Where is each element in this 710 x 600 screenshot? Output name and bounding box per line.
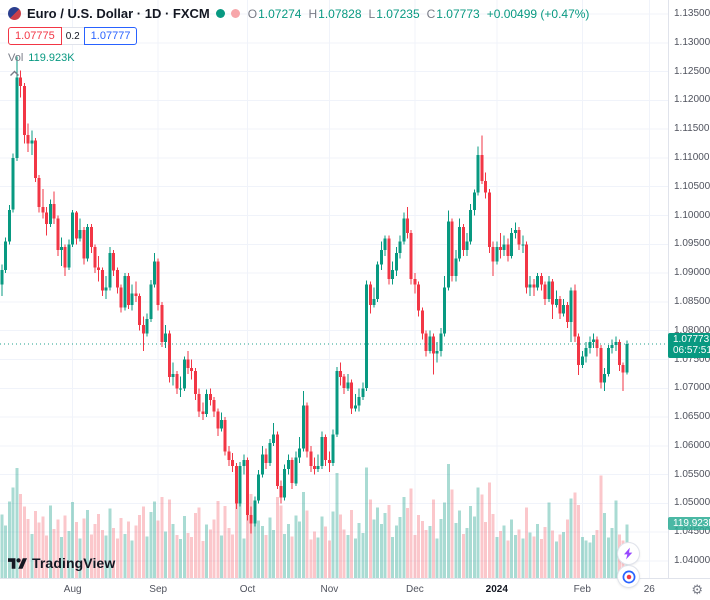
price-tick-label: 1.07000 <box>674 382 710 394</box>
minds-icon <box>622 570 635 583</box>
low-value: 1.07235 <box>376 6 420 21</box>
ohlc-values: O 1.07274 H 1.07828 L 1.07235 C 1.07773 +0.0… <box>248 7 590 21</box>
price-tick-label: 1.09500 <box>674 238 710 250</box>
price-tick-label: 1.11000 <box>674 151 710 163</box>
volume-badge: 119.923K <box>668 516 710 530</box>
settings-gear-icon[interactable]: ⚙ <box>691 582 703 597</box>
buy-price-button[interactable]: 1.07777 <box>83 27 138 45</box>
price-tick-label: 1.13000 <box>674 36 710 48</box>
price-tick-label: 1.10000 <box>674 209 710 221</box>
time-tick-label: Nov <box>320 584 339 595</box>
price-chart-pane[interactable] <box>0 0 668 578</box>
brand-text: TradingView <box>32 555 116 571</box>
price-tick-label: 1.07500 <box>674 353 710 365</box>
price-tick-label: 1.10500 <box>674 180 710 192</box>
source-pink-dot-icon <box>230 9 240 18</box>
price-tick-label: 1.08500 <box>674 295 710 307</box>
bid-ask-panel: 1.07775 0.2 1.07777 <box>8 27 138 45</box>
time-tick-label: Feb <box>573 584 591 595</box>
spread-value: 0.2 <box>61 27 84 45</box>
time-tick-label: Oct <box>239 584 256 595</box>
open-value: 1.07274 <box>258 6 302 21</box>
price-tick-label: 1.12500 <box>674 65 710 77</box>
price-tick-label: 1.08000 <box>674 324 710 336</box>
time-axis[interactable]: ⚙ Aug Sep Oct Nov Dec 2024 Feb 26 <box>0 578 710 600</box>
symbol-logo-icon <box>8 7 21 20</box>
price-axis[interactable]: 1.13500 1.13000 1.12500 1.12000 1.11500 1.110… <box>668 0 710 578</box>
volume-value: 119.923K <box>28 52 75 64</box>
tradingview-logo[interactable]: TradingView <box>8 555 115 571</box>
volume-legend: Vol 119.923K <box>8 52 75 64</box>
close-value: 1.07773 <box>436 6 480 21</box>
price-tick-label: 1.05000 <box>674 497 710 509</box>
price-tick-label: 1.04500 <box>674 526 710 538</box>
tradingview-mark-icon <box>8 557 27 569</box>
price-tick-label: 1.09000 <box>674 267 710 279</box>
chevron-up-icon[interactable] <box>9 64 20 82</box>
price-tick-label: 1.06500 <box>674 411 710 423</box>
last-price-badge: 1.07773 06:57:51 <box>668 332 710 358</box>
time-tick-label: 2024 <box>485 584 508 595</box>
lightning-icon <box>623 547 632 560</box>
symbol-legend: Euro / U.S. Dollar · 1D · FXCM O 1.07274 … <box>8 6 589 21</box>
change-value: +0.00499 (+0.47%) <box>486 6 590 21</box>
price-tick-label: 1.06000 <box>674 439 710 451</box>
symbol-title[interactable]: Euro / U.S. Dollar · 1D · FXCM <box>27 6 210 21</box>
last-price-value: 1.07773 <box>673 333 710 345</box>
time-tick-label: Aug <box>63 584 82 595</box>
boost-button[interactable] <box>617 542 640 565</box>
open-label: O <box>247 6 258 21</box>
close-label: C <box>426 6 436 21</box>
bar-countdown: 06:57:51 <box>673 344 710 356</box>
low-label: L <box>368 6 376 21</box>
time-tick-label: Sep <box>149 584 168 595</box>
price-tick-label: 1.05500 <box>674 468 710 480</box>
time-tick-label: Dec <box>405 584 424 595</box>
price-tick-label: 1.11500 <box>674 123 710 135</box>
minds-button[interactable] <box>617 565 640 588</box>
price-tick-label: 1.13500 <box>674 8 710 19</box>
high-label: H <box>308 6 318 21</box>
high-value: 1.07828 <box>318 6 362 21</box>
price-tick-label: 1.04000 <box>674 555 710 566</box>
sell-price-button[interactable]: 1.07775 <box>8 27 62 45</box>
candlestick-chart <box>0 0 668 578</box>
time-tick-label: 26 <box>643 584 655 595</box>
source-teal-dot-icon <box>215 9 225 18</box>
volume-label: Vol <box>8 52 24 64</box>
price-tick-label: 1.12000 <box>674 94 710 106</box>
